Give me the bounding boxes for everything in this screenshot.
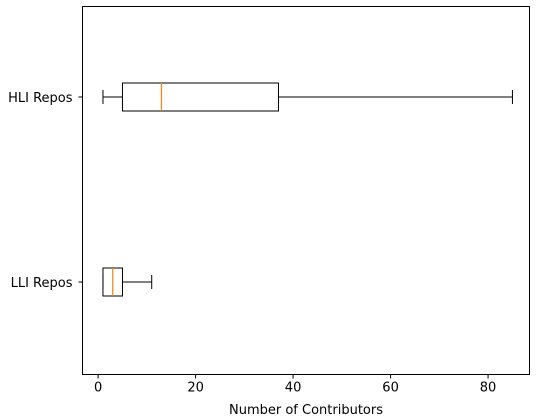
x-tick-label-40: 40 bbox=[285, 381, 302, 396]
y-axis-ticks: LLI Repos HLI Repos bbox=[8, 91, 83, 291]
x-axis-label: Number of Contributors bbox=[229, 403, 383, 416]
y-tick-label-lli-repos: LLI Repos bbox=[11, 276, 73, 291]
plot-area-frame bbox=[82, 6, 530, 375]
box-group-lli-repos bbox=[102, 267, 153, 297]
x-tick-label-0: 0 bbox=[94, 381, 102, 396]
x-axis-ticks: 0 20 40 60 80 bbox=[94, 374, 497, 396]
y-tick-label-hli-repos: HLI Repos bbox=[8, 91, 73, 106]
x-tick-label-60: 60 bbox=[382, 381, 399, 396]
boxes-layer bbox=[102, 82, 513, 297]
box-group-hli-repos bbox=[102, 82, 513, 112]
x-tick-label-80: 80 bbox=[480, 381, 497, 396]
x-tick-label-20: 20 bbox=[187, 381, 204, 396]
box-hli-repos bbox=[121, 82, 279, 112]
